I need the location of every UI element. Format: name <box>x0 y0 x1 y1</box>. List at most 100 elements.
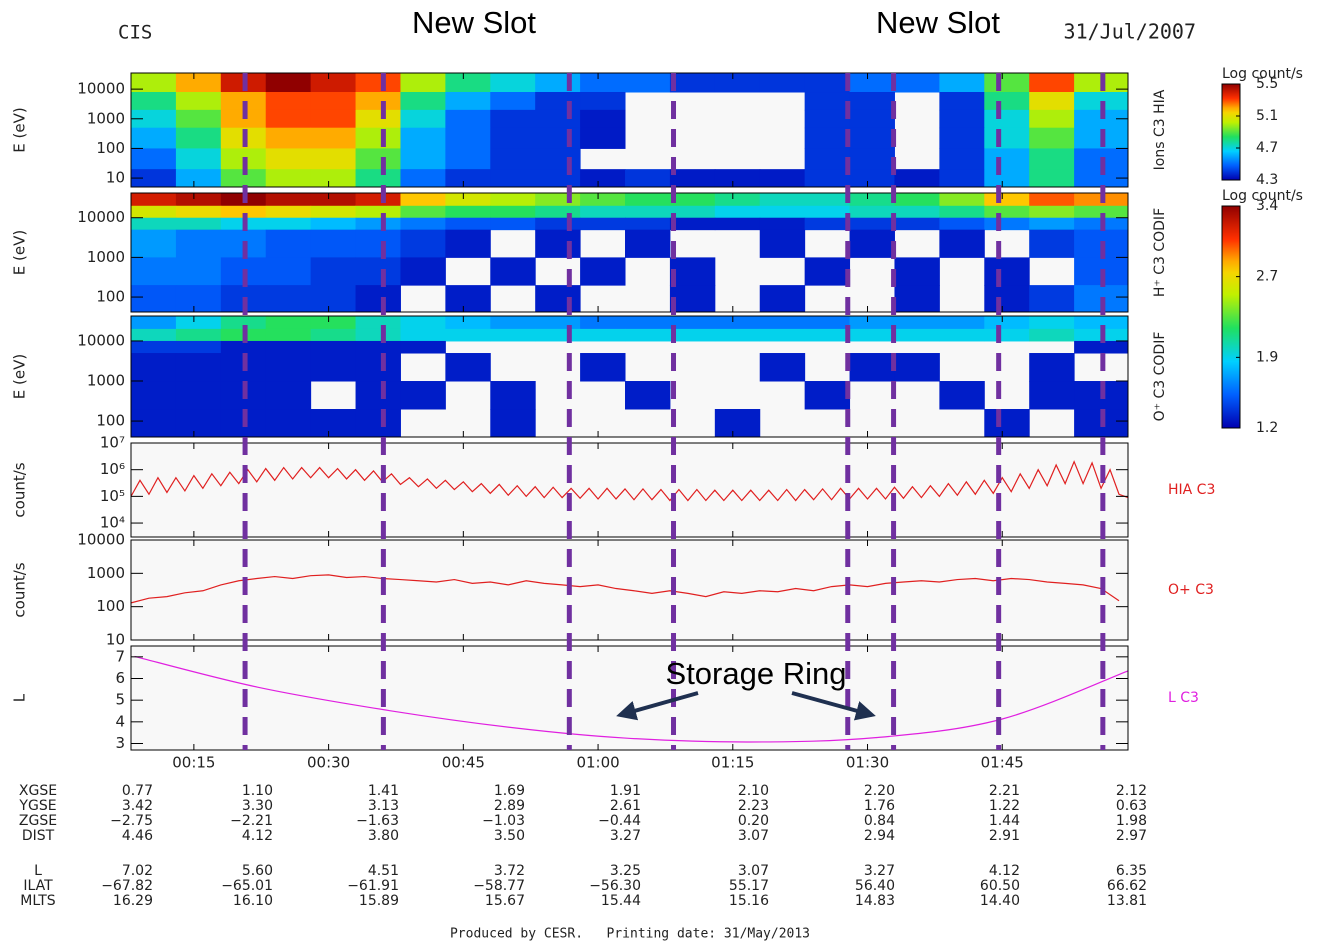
heat-cell <box>490 205 536 219</box>
heat-cell <box>400 109 446 129</box>
heat-cell <box>849 73 895 93</box>
heat-cell <box>849 217 895 231</box>
heat-cell <box>984 285 1030 313</box>
date: 31/Jul/2007 <box>1064 20 1196 44</box>
heat-cell <box>355 409 401 438</box>
heat-cell <box>175 353 222 382</box>
heat-cell <box>625 381 671 410</box>
heat-cell <box>849 316 895 330</box>
heat-cell <box>939 217 985 231</box>
y-tick-label: 5 <box>115 691 125 709</box>
colorbar-tick-label: 3.4 <box>1256 198 1278 214</box>
table-cell: 15.16 <box>729 893 769 909</box>
instrument: CIS <box>118 22 152 44</box>
table-cell: 3.25 <box>610 863 641 879</box>
heat-cell <box>265 127 312 149</box>
heat-cell <box>310 193 357 207</box>
heat-cell <box>355 109 401 129</box>
heat-cell <box>1029 328 1075 342</box>
heat-cell <box>490 316 536 330</box>
table-cell: 3.42 <box>122 798 153 814</box>
table-cell: 2.97 <box>1116 828 1147 844</box>
plots: 10 100 1000 10000 E (eV) Ions C3 HIA Log count… <box>11 66 1303 909</box>
table-row-label: L <box>34 863 42 879</box>
table-cell: 56.40 <box>855 878 895 894</box>
heat-cell <box>714 316 761 330</box>
table-cell: 0.20 <box>738 813 769 829</box>
plot-frame <box>130 645 1129 751</box>
heat-cell <box>355 193 401 207</box>
heat-cell <box>310 73 357 93</box>
table-cell: −61.91 <box>347 878 399 894</box>
heat-cell <box>804 316 851 330</box>
heat-cell <box>445 193 491 207</box>
table-cell: −67.82 <box>101 878 153 894</box>
heat-cell <box>939 109 985 129</box>
table-row-label: ILAT <box>23 878 53 894</box>
series-name: L C3 <box>1168 690 1199 706</box>
series-name: HIA C3 <box>1168 482 1215 498</box>
heat-cell <box>131 381 177 410</box>
table-cell: −0.44 <box>598 813 641 829</box>
heat-cell <box>894 193 940 207</box>
heat-cell <box>490 127 536 149</box>
heat-cell <box>580 257 626 286</box>
heat-cell <box>625 193 671 207</box>
heat-cell <box>939 148 985 170</box>
heat-cell <box>131 409 177 438</box>
table-cell: 3.07 <box>738 828 769 844</box>
table-cell: 2.91 <box>989 828 1020 844</box>
colorbar <box>1221 205 1241 429</box>
heat-cell <box>804 257 851 286</box>
heat-cell <box>220 340 267 354</box>
table-cell: 1.41 <box>368 783 399 799</box>
table-row-label: XGSE <box>19 783 57 799</box>
heat-cell <box>894 73 940 93</box>
heat-cell <box>131 73 177 93</box>
x-tick-label: 00:45 <box>442 754 485 772</box>
heat-cell <box>355 285 401 313</box>
table-cell: −56.30 <box>589 878 641 894</box>
heat-cell <box>131 316 177 330</box>
heat-cell <box>669 285 716 313</box>
arrow <box>616 691 699 721</box>
series-name: O+ C3 <box>1168 582 1214 598</box>
heat-cell <box>894 169 940 188</box>
table-cell: 60.50 <box>980 878 1020 894</box>
plot-area <box>131 646 1128 750</box>
heat-cell <box>175 205 222 219</box>
table-cell: 4.12 <box>242 828 273 844</box>
table-cell: 14.83 <box>855 893 895 909</box>
y-tick-label: 7 <box>115 647 125 665</box>
heat-cell <box>310 127 357 149</box>
heat-cell <box>490 409 536 438</box>
heat-cell <box>1029 353 1075 382</box>
colorbar-tick-label: 4.7 <box>1256 140 1278 156</box>
x-tick-label: 01:15 <box>711 754 754 772</box>
heat-cell <box>1029 285 1075 313</box>
table-cell: 0.77 <box>122 783 153 799</box>
plot-frame <box>130 192 1129 313</box>
heat-cell <box>759 169 806 188</box>
heat-cell <box>804 148 851 170</box>
y-tick-label: 10000 <box>77 80 125 98</box>
table-cell: 66.62 <box>1107 878 1147 894</box>
heat-cell <box>400 148 446 170</box>
heat-cell <box>1074 316 1129 330</box>
heat-cell <box>759 229 806 258</box>
heat-cell <box>355 205 401 219</box>
plot-frame <box>130 539 1129 641</box>
y-tick-label: 10⁴ <box>100 514 125 532</box>
heat-cell <box>759 353 806 382</box>
heat-cell <box>939 328 985 342</box>
annotation: Storage Ring <box>666 656 847 691</box>
heat-cell <box>445 169 491 188</box>
colorbar-tick-label: 1.9 <box>1256 349 1278 365</box>
table-cell: 1.91 <box>610 783 641 799</box>
table-cell: 14.40 <box>980 893 1020 909</box>
table-cell: 15.44 <box>601 893 641 909</box>
table-cell: 3.30 <box>242 798 273 814</box>
heat-cell <box>984 193 1030 207</box>
